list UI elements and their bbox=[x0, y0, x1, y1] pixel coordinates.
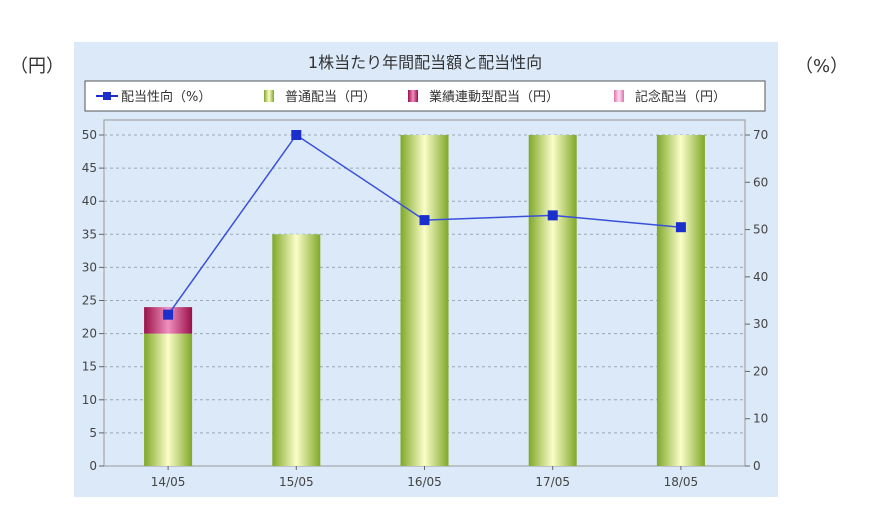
left-tick-label: 10 bbox=[82, 393, 97, 407]
legend-label: 配当性向（%） bbox=[121, 89, 211, 105]
left-tick-label: 20 bbox=[82, 327, 97, 341]
left-tick-label: 35 bbox=[82, 227, 97, 241]
legend-label: 記念配当（円） bbox=[635, 89, 726, 105]
right-tick-label: 60 bbox=[753, 175, 768, 189]
right-axis: 0 10 20 30 40 50 60 70 bbox=[745, 128, 768, 473]
legend-box bbox=[84, 80, 766, 112]
left-tick-label: 45 bbox=[82, 161, 97, 175]
left-tick-label: 50 bbox=[82, 128, 97, 142]
payout-ratio-point-4 bbox=[675, 222, 686, 233]
right-tick-label: 10 bbox=[753, 412, 768, 426]
payout-ratio-point-3 bbox=[547, 210, 558, 221]
chart-panel: 1株当たり年間配当額と配当性向 配当性向（%） 普通配当（円） 業績連動型配当（円）… bbox=[74, 42, 778, 497]
right-axis-unit: （%） bbox=[795, 56, 849, 77]
legend-square-marker bbox=[103, 92, 111, 100]
bar-18/05-0 bbox=[656, 135, 705, 466]
legend-label: 普通配当（円） bbox=[285, 90, 376, 105]
x-tick-label: 14/05 bbox=[151, 475, 186, 489]
left-tick-label: 40 bbox=[82, 194, 97, 208]
right-tick-label: 40 bbox=[753, 270, 768, 284]
left-tick-label: 25 bbox=[82, 294, 97, 308]
x-tick-label: 18/05 bbox=[664, 475, 699, 489]
left-tick-label: 30 bbox=[82, 260, 97, 274]
bar-17/05-0 bbox=[528, 135, 577, 466]
right-tick-label: 30 bbox=[753, 317, 768, 331]
payout-ratio-point-1 bbox=[291, 130, 302, 140]
x-axis: 14/05 15/05 16/05 17/05 18/05 bbox=[151, 466, 698, 489]
right-tick-label: 50 bbox=[753, 223, 768, 237]
legend-bar-marker bbox=[614, 90, 624, 102]
bar-15/05-0 bbox=[272, 234, 321, 466]
right-tick-label: 20 bbox=[753, 364, 768, 378]
left-axis-unit: （円） bbox=[10, 56, 64, 77]
payout-ratio-point-2 bbox=[419, 215, 430, 226]
chart-title: 1株当たり年間配当額と配当性向 bbox=[308, 53, 542, 72]
left-tick-label: 5 bbox=[89, 426, 97, 440]
legend-label: 業績連動型配当（円） bbox=[429, 89, 559, 105]
right-tick-label: 70 bbox=[753, 128, 768, 142]
legend: 配当性向（%） 普通配当（円） 業績連動型配当（円） 記念配当（円） bbox=[96, 89, 726, 105]
x-tick-label: 15/05 bbox=[279, 475, 314, 489]
dividend-chart: 1株当たり年間配当額と配当性向 配当性向（%） 普通配当（円） 業績連動型配当（円）… bbox=[82, 53, 769, 489]
left-axis: 0 5 10 15 20 25 30 35 40 45 50 bbox=[82, 128, 104, 473]
payout-ratio-line bbox=[163, 130, 686, 320]
legend-bar-marker bbox=[408, 90, 418, 102]
bars bbox=[144, 135, 705, 466]
x-tick-label: 16/05 bbox=[407, 475, 442, 489]
left-tick-label: 0 bbox=[89, 459, 97, 473]
x-tick-label: 17/05 bbox=[535, 475, 570, 489]
left-tick-label: 15 bbox=[82, 360, 97, 374]
right-tick-label: 0 bbox=[753, 459, 761, 473]
bar-16/05-0 bbox=[400, 135, 449, 466]
legend-bar-marker bbox=[264, 90, 274, 102]
payout-ratio-point-0 bbox=[163, 309, 174, 320]
bar-14/05-0 bbox=[144, 333, 193, 466]
